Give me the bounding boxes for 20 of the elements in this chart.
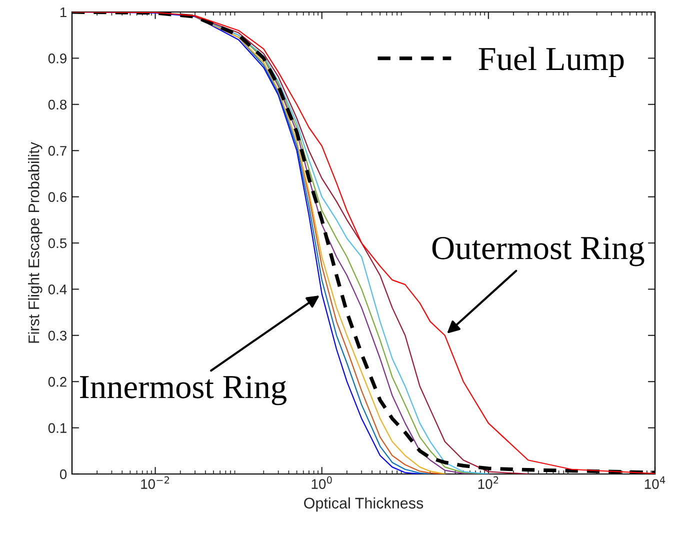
y-axis-title: First Flight Escape Probability (28, 142, 42, 343)
y-tick-label: 0.5 (48, 238, 67, 248)
y-tick-label: 1 (60, 7, 66, 18)
x-tick-label: 10$^{−2}$ (141, 476, 170, 489)
y-tick-label: 0.6 (48, 192, 67, 202)
y-tick-label: 0.4 (48, 284, 67, 294)
y-tick-label: 0.9 (48, 54, 66, 64)
x-tick-label: 10$^{4}$ (644, 476, 666, 489)
y-tick-label: 0.7 (48, 146, 66, 156)
annotation: Innermost Ring (80, 376, 286, 406)
annotation: Outermost Ring (432, 236, 644, 266)
y-tick-label: 0.1 (48, 423, 66, 433)
y-tick-label: 0 (60, 469, 67, 480)
y-tick-label: 0.3 (48, 330, 67, 341)
x-axis-title: Optical Thickness (304, 497, 424, 512)
legend-label: Fuel Lump (478, 46, 624, 78)
x-tick-label: 10$^{0}$ (312, 476, 332, 489)
x-tick-label: 10$^{2}$ (478, 476, 498, 489)
y-tick-label: 0.8 (48, 100, 67, 110)
y-tick-label: 0.2 (48, 376, 66, 387)
